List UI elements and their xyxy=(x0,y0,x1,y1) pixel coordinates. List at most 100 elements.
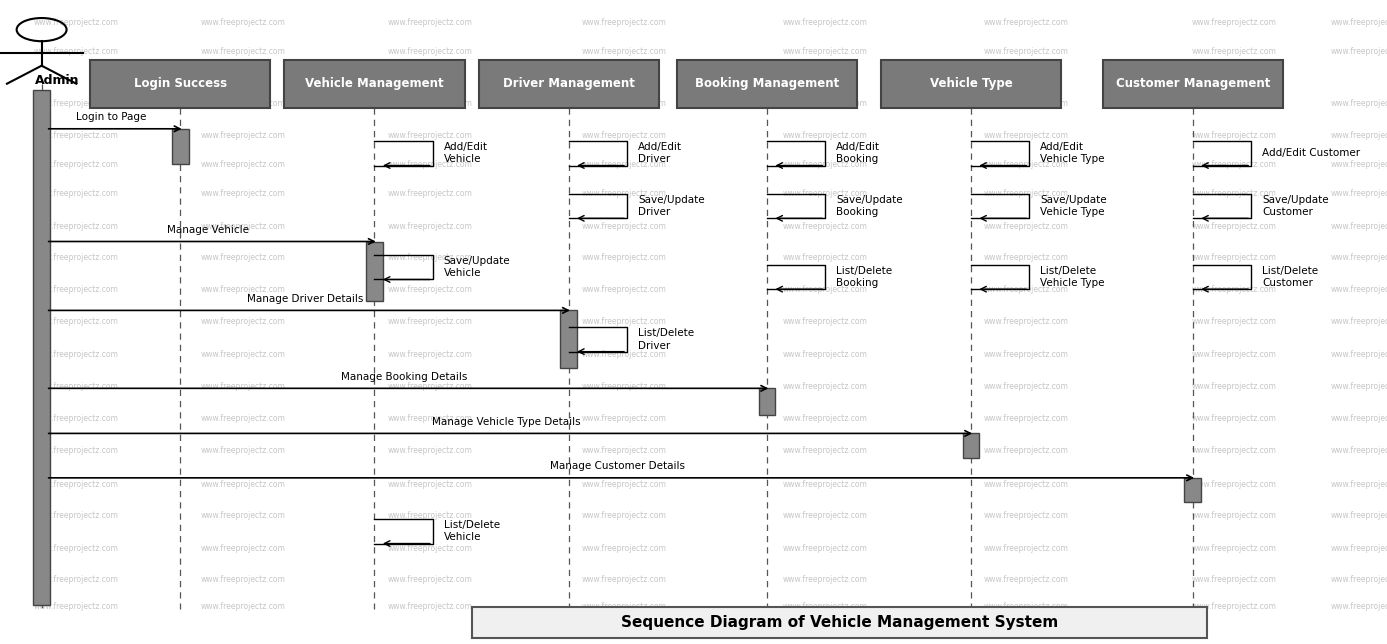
Text: www.freeprojectz.com: www.freeprojectz.com xyxy=(200,18,286,27)
Text: www.freeprojectz.com: www.freeprojectz.com xyxy=(983,285,1069,294)
Text: www.freeprojectz.com: www.freeprojectz.com xyxy=(581,189,667,198)
Text: www.freeprojectz.com: www.freeprojectz.com xyxy=(387,414,473,423)
Text: List/Delete
Driver: List/Delete Driver xyxy=(638,328,694,350)
Text: www.freeprojectz.com: www.freeprojectz.com xyxy=(983,575,1069,584)
Text: www.freeprojectz.com: www.freeprojectz.com xyxy=(782,99,868,108)
Text: Add/Edit
Vehicle: Add/Edit Vehicle xyxy=(444,142,488,164)
Text: www.freeprojectz.com: www.freeprojectz.com xyxy=(1330,18,1387,27)
Bar xyxy=(759,388,775,415)
Bar xyxy=(172,129,189,164)
Text: www.freeprojectz.com: www.freeprojectz.com xyxy=(33,544,119,553)
Text: www.freeprojectz.com: www.freeprojectz.com xyxy=(983,18,1069,27)
Text: www.freeprojectz.com: www.freeprojectz.com xyxy=(581,544,667,553)
Text: www.freeprojectz.com: www.freeprojectz.com xyxy=(1330,189,1387,198)
Text: Customer Management: Customer Management xyxy=(1115,77,1270,90)
Text: www.freeprojectz.com: www.freeprojectz.com xyxy=(983,222,1069,231)
Text: www.freeprojectz.com: www.freeprojectz.com xyxy=(33,480,119,489)
Bar xyxy=(90,60,270,108)
Text: www.freeprojectz.com: www.freeprojectz.com xyxy=(200,602,286,611)
Text: www.freeprojectz.com: www.freeprojectz.com xyxy=(1191,511,1277,520)
Text: www.freeprojectz.com: www.freeprojectz.com xyxy=(33,47,119,56)
Text: www.freeprojectz.com: www.freeprojectz.com xyxy=(983,350,1069,359)
Text: www.freeprojectz.com: www.freeprojectz.com xyxy=(983,414,1069,423)
Text: www.freeprojectz.com: www.freeprojectz.com xyxy=(581,18,667,27)
Text: www.freeprojectz.com: www.freeprojectz.com xyxy=(33,317,119,327)
Text: www.freeprojectz.com: www.freeprojectz.com xyxy=(33,382,119,391)
Text: www.freeprojectz.com: www.freeprojectz.com xyxy=(1191,285,1277,294)
Text: www.freeprojectz.com: www.freeprojectz.com xyxy=(387,99,473,108)
Text: www.freeprojectz.com: www.freeprojectz.com xyxy=(1191,47,1277,56)
Text: www.freeprojectz.com: www.freeprojectz.com xyxy=(782,189,868,198)
Text: www.freeprojectz.com: www.freeprojectz.com xyxy=(581,350,667,359)
Text: Manage Booking Details: Manage Booking Details xyxy=(341,372,467,382)
Text: www.freeprojectz.com: www.freeprojectz.com xyxy=(1330,160,1387,169)
Text: www.freeprojectz.com: www.freeprojectz.com xyxy=(387,350,473,359)
Text: www.freeprojectz.com: www.freeprojectz.com xyxy=(1191,317,1277,327)
Text: www.freeprojectz.com: www.freeprojectz.com xyxy=(200,253,286,262)
Text: www.freeprojectz.com: www.freeprojectz.com xyxy=(33,131,119,140)
Text: www.freeprojectz.com: www.freeprojectz.com xyxy=(387,382,473,391)
Text: www.freeprojectz.com: www.freeprojectz.com xyxy=(1330,350,1387,359)
Text: www.freeprojectz.com: www.freeprojectz.com xyxy=(782,47,868,56)
Text: List/Delete
Vehicle: List/Delete Vehicle xyxy=(444,520,499,542)
Text: www.freeprojectz.com: www.freeprojectz.com xyxy=(33,18,119,27)
Text: www.freeprojectz.com: www.freeprojectz.com xyxy=(33,511,119,520)
Text: Manage Customer Details: Manage Customer Details xyxy=(549,461,685,471)
Text: www.freeprojectz.com: www.freeprojectz.com xyxy=(387,253,473,262)
Text: www.freeprojectz.com: www.freeprojectz.com xyxy=(33,575,119,584)
Text: www.freeprojectz.com: www.freeprojectz.com xyxy=(200,480,286,489)
Text: www.freeprojectz.com: www.freeprojectz.com xyxy=(1191,222,1277,231)
Text: www.freeprojectz.com: www.freeprojectz.com xyxy=(1191,99,1277,108)
Text: www.freeprojectz.com: www.freeprojectz.com xyxy=(387,511,473,520)
Bar xyxy=(881,60,1061,108)
Text: www.freeprojectz.com: www.freeprojectz.com xyxy=(581,160,667,169)
Text: www.freeprojectz.com: www.freeprojectz.com xyxy=(33,189,119,198)
Text: www.freeprojectz.com: www.freeprojectz.com xyxy=(200,575,286,584)
Text: www.freeprojectz.com: www.freeprojectz.com xyxy=(1330,511,1387,520)
Text: www.freeprojectz.com: www.freeprojectz.com xyxy=(387,131,473,140)
Text: www.freeprojectz.com: www.freeprojectz.com xyxy=(581,285,667,294)
Text: www.freeprojectz.com: www.freeprojectz.com xyxy=(387,602,473,611)
Text: www.freeprojectz.com: www.freeprojectz.com xyxy=(581,575,667,584)
Text: www.freeprojectz.com: www.freeprojectz.com xyxy=(387,544,473,553)
Text: www.freeprojectz.com: www.freeprojectz.com xyxy=(581,602,667,611)
Text: www.freeprojectz.com: www.freeprojectz.com xyxy=(1330,222,1387,231)
Text: www.freeprojectz.com: www.freeprojectz.com xyxy=(782,511,868,520)
Text: www.freeprojectz.com: www.freeprojectz.com xyxy=(200,446,286,455)
Bar xyxy=(560,310,577,368)
Bar xyxy=(33,90,50,605)
Text: www.freeprojectz.com: www.freeprojectz.com xyxy=(387,285,473,294)
Text: www.freeprojectz.com: www.freeprojectz.com xyxy=(1191,350,1277,359)
Text: www.freeprojectz.com: www.freeprojectz.com xyxy=(581,446,667,455)
Text: www.freeprojectz.com: www.freeprojectz.com xyxy=(782,131,868,140)
Text: www.freeprojectz.com: www.freeprojectz.com xyxy=(1191,160,1277,169)
Text: www.freeprojectz.com: www.freeprojectz.com xyxy=(1330,47,1387,56)
Text: www.freeprojectz.com: www.freeprojectz.com xyxy=(33,602,119,611)
Text: www.freeprojectz.com: www.freeprojectz.com xyxy=(33,99,119,108)
Text: Add/Edit Customer: Add/Edit Customer xyxy=(1262,148,1361,158)
Text: www.freeprojectz.com: www.freeprojectz.com xyxy=(782,350,868,359)
Text: www.freeprojectz.com: www.freeprojectz.com xyxy=(200,131,286,140)
Text: www.freeprojectz.com: www.freeprojectz.com xyxy=(983,189,1069,198)
Text: www.freeprojectz.com: www.freeprojectz.com xyxy=(983,446,1069,455)
Text: Login Success: Login Success xyxy=(133,77,227,90)
Text: www.freeprojectz.com: www.freeprojectz.com xyxy=(387,160,473,169)
Text: Vehicle Management: Vehicle Management xyxy=(305,77,444,90)
Text: www.freeprojectz.com: www.freeprojectz.com xyxy=(1330,285,1387,294)
Text: Save/Update
Customer: Save/Update Customer xyxy=(1262,195,1329,217)
Text: www.freeprojectz.com: www.freeprojectz.com xyxy=(983,99,1069,108)
Text: www.freeprojectz.com: www.freeprojectz.com xyxy=(1330,253,1387,262)
Bar xyxy=(284,60,465,108)
Text: www.freeprojectz.com: www.freeprojectz.com xyxy=(581,222,667,231)
Text: www.freeprojectz.com: www.freeprojectz.com xyxy=(581,511,667,520)
Text: www.freeprojectz.com: www.freeprojectz.com xyxy=(33,222,119,231)
Text: www.freeprojectz.com: www.freeprojectz.com xyxy=(1330,480,1387,489)
Text: www.freeprojectz.com: www.freeprojectz.com xyxy=(581,253,667,262)
Text: www.freeprojectz.com: www.freeprojectz.com xyxy=(1191,131,1277,140)
Text: www.freeprojectz.com: www.freeprojectz.com xyxy=(387,47,473,56)
Text: www.freeprojectz.com: www.freeprojectz.com xyxy=(581,47,667,56)
Text: List/Delete
Customer: List/Delete Customer xyxy=(1262,266,1318,288)
Text: www.freeprojectz.com: www.freeprojectz.com xyxy=(1330,414,1387,423)
Text: www.freeprojectz.com: www.freeprojectz.com xyxy=(581,480,667,489)
Text: Manage Driver Details: Manage Driver Details xyxy=(247,294,363,304)
